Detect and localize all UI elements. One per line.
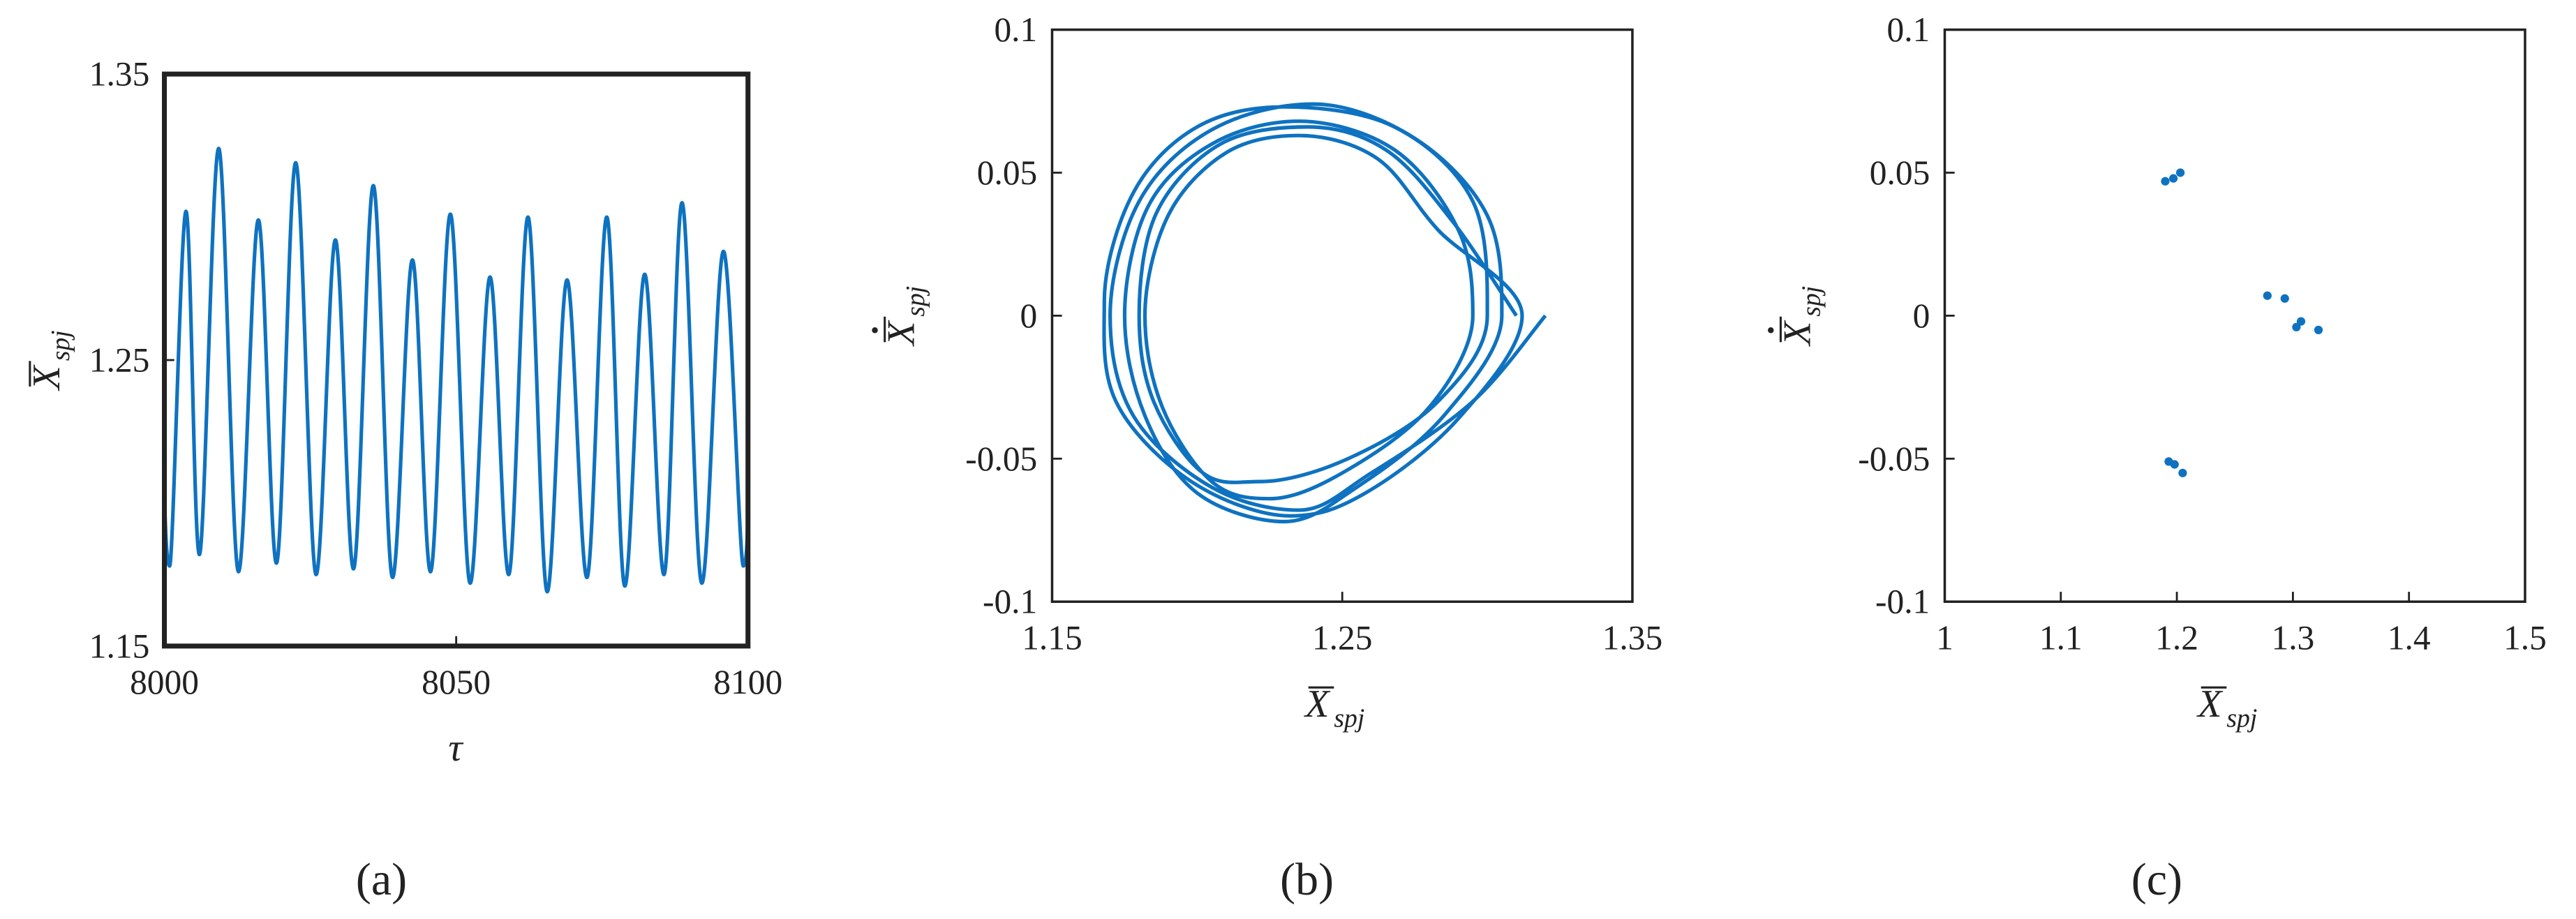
axis-label-base: X: [25, 364, 68, 391]
y-tick-label: -0.1: [983, 583, 1037, 621]
dot-accent: [872, 327, 878, 334]
axis-label-sub: spj: [46, 330, 75, 361]
x-tick-label: 8100: [713, 663, 782, 701]
axis-label-sub: spj: [901, 286, 930, 317]
axis-label-base: X: [2196, 682, 2224, 726]
data-point: [2280, 294, 2289, 303]
y-tick-label: 0.05: [977, 154, 1038, 192]
data-point: [2170, 460, 2179, 469]
axis-label-sub: spj: [1334, 703, 1364, 733]
x-tick-label: 1.4: [2388, 619, 2431, 657]
x-tick-label: 8050: [422, 663, 491, 701]
axes-box: [1943, 28, 2526, 604]
data-point: [2263, 291, 2272, 300]
y-tick-label: 1.15: [89, 627, 150, 665]
panel-caption: (a): [356, 854, 407, 905]
x-tick-label: 1.5: [2503, 619, 2547, 657]
x-tick-label: 1.2: [2155, 619, 2198, 657]
x-tick-label: 1.3: [2271, 619, 2314, 657]
y-tick-label: -0.1: [1875, 583, 1930, 621]
axis-label-text: τ: [448, 726, 463, 770]
y-tick-label: 1.35: [89, 55, 150, 94]
data-point: [2168, 174, 2178, 183]
y-tick-label: -0.05: [965, 440, 1037, 478]
data-point: [2296, 317, 2306, 326]
y-tick-label: 0.1: [1886, 10, 1930, 49]
x-tick-label: 1.1: [2039, 619, 2083, 657]
panel-caption: (b): [1280, 854, 1334, 905]
data-point: [2161, 177, 2170, 186]
axis-label-base: X: [1304, 682, 1331, 726]
data-point: [2314, 325, 2323, 335]
axis-label: τ: [448, 726, 463, 770]
axis-label-sub: spj: [2226, 703, 2257, 733]
axis-label-base: X: [1775, 320, 1819, 347]
data-point: [2178, 468, 2187, 477]
data-line: [162, 147, 750, 594]
panel-caption: (c): [2131, 854, 2182, 905]
dot-accent: [1768, 327, 1774, 334]
y-tick-label: 0.1: [994, 10, 1037, 49]
y-tick-label: 0.05: [1870, 154, 1930, 192]
y-tick-label: 1.25: [89, 341, 150, 379]
axis-label-sub: spj: [1796, 286, 1826, 317]
axis-label-base: X: [880, 320, 923, 347]
data-point: [2175, 168, 2185, 177]
x-tick-label: 1.35: [1602, 619, 1663, 657]
data-line: [1102, 102, 1547, 524]
x-tick-label: 1: [1936, 619, 1953, 657]
data-point: [2292, 322, 2301, 331]
y-tick-label: 0: [1913, 297, 1930, 335]
x-tick-label: 8000: [130, 663, 199, 701]
x-tick-label: 1.25: [1312, 619, 1373, 657]
x-tick-label: 1.15: [1022, 619, 1082, 657]
y-tick-label: 0: [1020, 297, 1038, 335]
y-tick-label: -0.05: [1858, 440, 1930, 478]
